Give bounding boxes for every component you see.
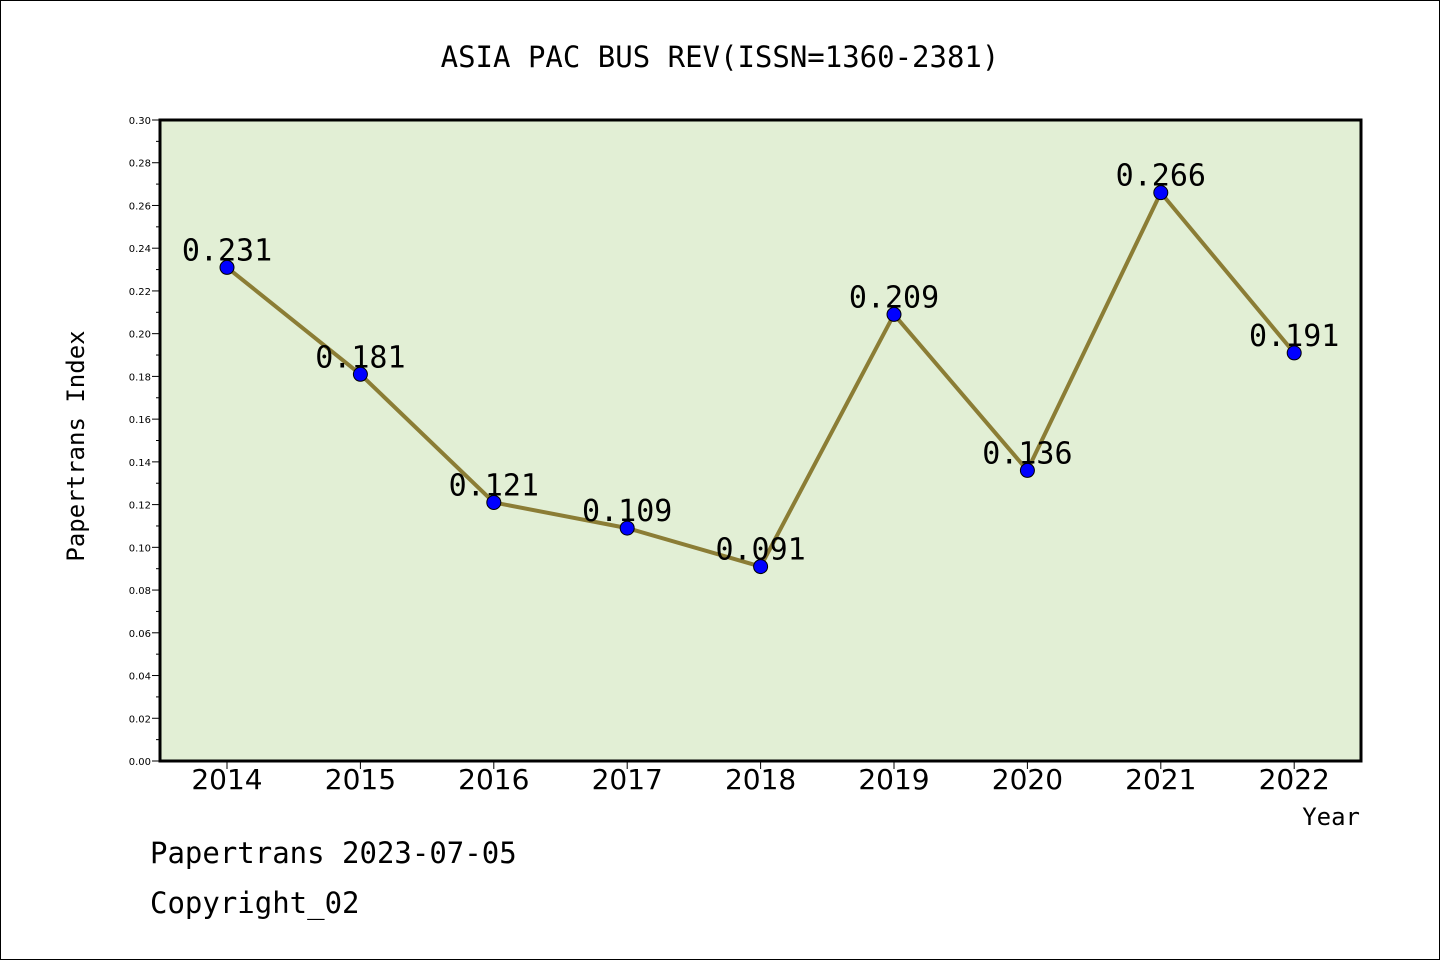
y-tick-label: 0.12 (129, 501, 151, 512)
data-labels-group: 0.231 0.181 0.121 0.109 0.091 0.209 0.136 0.266… (182, 159, 1340, 568)
x-tick-label: 2018 (725, 763, 796, 796)
x-axis-label: Year (1302, 803, 1360, 831)
y-tick-label: 0.02 (129, 714, 151, 725)
y-tick-label: 0.00 (129, 757, 151, 768)
y-tick-label: 0.24 (129, 244, 151, 255)
data-point (1286, 345, 1302, 361)
data-point (753, 559, 769, 575)
data-label: 0.231 (182, 233, 272, 268)
data-label: 0.209 (849, 280, 939, 315)
x-tick-label: 2016 (458, 763, 529, 796)
data-label: 0.266 (1116, 159, 1206, 194)
y-tick-label: 0.26 (129, 201, 151, 212)
data-label: 0.136 (982, 436, 1072, 471)
series-points-group (219, 185, 1302, 575)
data-point (352, 366, 368, 382)
data-point (619, 520, 635, 536)
y-tick-label: 0.16 (129, 415, 151, 426)
x-tick-label: 2017 (592, 763, 663, 796)
data-point (886, 306, 902, 322)
data-label: 0.191 (1249, 319, 1339, 354)
y-tick-label: 0.18 (129, 372, 151, 383)
x-tick-label: 2022 (1259, 763, 1330, 796)
y-tick-label: 0.06 (129, 629, 151, 640)
x-axis-ticks: 2014 2015 2016 2017 2018 2019 2020 2021 2022 (191, 761, 1330, 796)
x-tick-label: 2021 (1125, 763, 1196, 796)
x-tick-label: 2014 (191, 763, 262, 796)
data-point (486, 494, 502, 510)
y-tick-label: 0.30 (129, 116, 151, 127)
chart-title: ASIA PAC BUS REV(ISSN=1360-2381) (441, 40, 1000, 74)
y-tick-label: 0.20 (129, 330, 151, 341)
data-point (1019, 462, 1035, 478)
footer-copyright: Copyright_02 (150, 886, 360, 920)
y-axis-ticks: 0.00 0.02 0.04 0.06 0.08 0.10 0.12 0.14 0.16 0.18… (129, 116, 160, 768)
y-tick-label: 0.08 (129, 586, 151, 597)
x-tick-label: 2020 (992, 763, 1063, 796)
y-axis-label: Papertrans Index (62, 330, 90, 561)
data-label: 0.109 (582, 494, 672, 529)
data-label: 0.181 (315, 340, 405, 375)
y-tick-label: 0.28 (129, 159, 151, 170)
y-tick-label: 0.22 (129, 287, 151, 298)
data-label: 0.091 (715, 533, 805, 568)
data-point (1153, 185, 1169, 201)
x-tick-label: 2019 (858, 763, 929, 796)
y-tick-label: 0.10 (129, 543, 151, 554)
plot-area (158, 118, 1363, 763)
data-label: 0.121 (449, 468, 539, 503)
data-point (219, 259, 235, 275)
footer-date: Papertrans 2023-07-05 (150, 836, 517, 870)
y-tick-label: 0.14 (129, 458, 151, 469)
x-tick-label: 2015 (325, 763, 396, 796)
y-tick-label: 0.04 (129, 672, 151, 683)
